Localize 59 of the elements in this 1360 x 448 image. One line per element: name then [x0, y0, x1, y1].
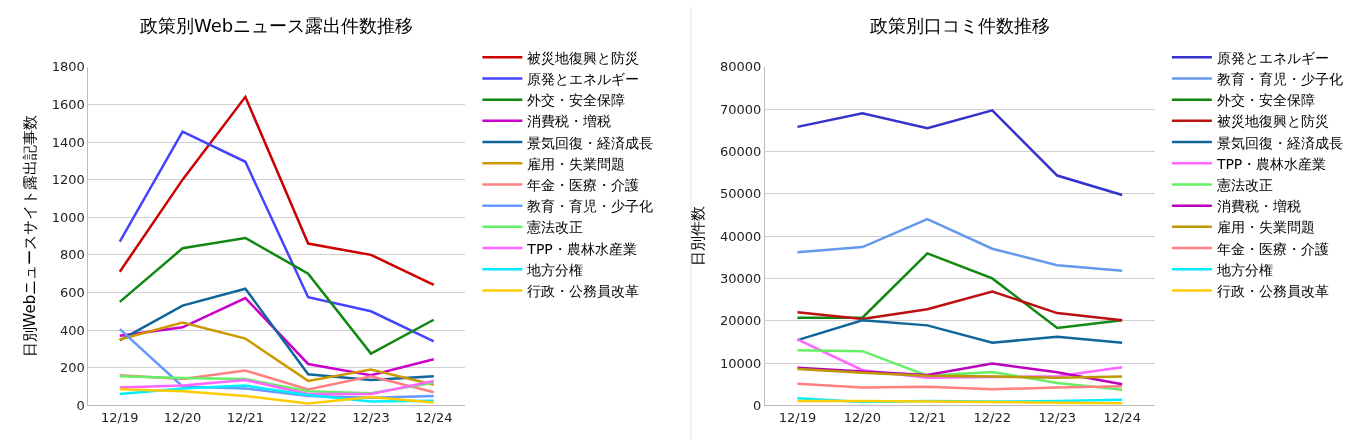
- legend-label: 行政・公務員改革: [527, 282, 640, 299]
- legend-label: 雇用・失業問題: [527, 155, 626, 172]
- legend-label: TPP・農林水産業: [526, 240, 637, 257]
- y-tick-label: 0: [753, 397, 762, 413]
- x-tick-label: 12/24: [1103, 409, 1141, 425]
- legend-label: 教育・育児・少子化: [1216, 70, 1343, 87]
- legend-label: 原発とエネルギー: [1216, 49, 1329, 66]
- legend-label: TPP・農林水産業: [1215, 155, 1327, 172]
- legend-label: 地方分権: [1215, 261, 1273, 278]
- legend-label: 外交・安全保障: [1216, 92, 1315, 109]
- y-axis-title: 日別件数: [689, 206, 708, 267]
- y-axis-title: 日別Webニュースサイト露出記事数: [20, 114, 39, 358]
- legend-label: 景気回復・経済成長: [1216, 134, 1343, 151]
- y-tick-label: 1200: [51, 172, 85, 188]
- legend-label: 地方分権: [526, 261, 584, 278]
- x-tick-label: 12/20: [843, 409, 882, 425]
- y-tick-label: 70000: [720, 101, 762, 117]
- legend-label: 年金・医療・介護: [527, 176, 640, 193]
- legend-label: 憲法改正: [1215, 176, 1273, 193]
- x-tick-label: 12/24: [415, 409, 453, 425]
- x-tick-label: 12/22: [289, 409, 327, 425]
- x-tick-label: 12/21: [226, 409, 265, 425]
- x-tick-label: 12/23: [1038, 409, 1076, 425]
- y-tick-label: 0: [76, 397, 85, 413]
- y-tick-label: 400: [59, 322, 85, 338]
- legend-label: 被災地復興と防災: [527, 49, 640, 66]
- legend-label: 原発とエネルギー: [527, 70, 640, 87]
- y-tick-label: 50000: [720, 186, 762, 202]
- y-tick-label: 40000: [720, 228, 762, 244]
- legend-label: 行政・公務員改革: [1216, 282, 1329, 299]
- y-tick-label: 1600: [51, 96, 85, 112]
- legend-label: 消費税・増税: [527, 113, 612, 130]
- legend-label: 雇用・失業問題: [1216, 219, 1315, 236]
- legend-label: 景気回復・経済成長: [527, 134, 654, 151]
- y-tick-label: 800: [59, 247, 85, 263]
- x-tick-label: 12/22: [973, 409, 1012, 425]
- legend-label: 憲法改正: [526, 219, 584, 236]
- legend-label: 被災地復興と防災: [1216, 113, 1329, 130]
- y-tick-label: 1800: [51, 59, 85, 75]
- y-tick-label: 20000: [720, 313, 762, 329]
- y-tick-label: 30000: [720, 270, 762, 286]
- chart-title: 政策別口コミ件数推移: [870, 15, 1050, 36]
- y-tick-label: 1000: [51, 209, 85, 225]
- legend-label: 教育・育児・少子化: [527, 198, 654, 215]
- y-tick-label: 10000: [720, 355, 762, 371]
- legend-label: 外交・安全保障: [527, 92, 626, 109]
- x-tick-label: 12/20: [163, 409, 202, 425]
- chart-title: 政策別Webニュース露出件数推移: [140, 15, 414, 36]
- y-tick-label: 80000: [720, 59, 762, 75]
- y-tick-label: 600: [59, 285, 85, 301]
- x-tick-label: 12/19: [778, 409, 817, 425]
- y-tick-label: 1400: [51, 134, 85, 150]
- x-tick-label: 12/23: [352, 409, 390, 425]
- y-tick-label: 60000: [720, 143, 762, 159]
- legend-label: 消費税・増税: [1216, 198, 1301, 215]
- y-tick-label: 200: [59, 360, 85, 376]
- x-tick-label: 12/21: [908, 409, 947, 425]
- legend-label: 年金・医療・介護: [1216, 240, 1329, 257]
- x-tick-label: 12/19: [101, 409, 139, 425]
